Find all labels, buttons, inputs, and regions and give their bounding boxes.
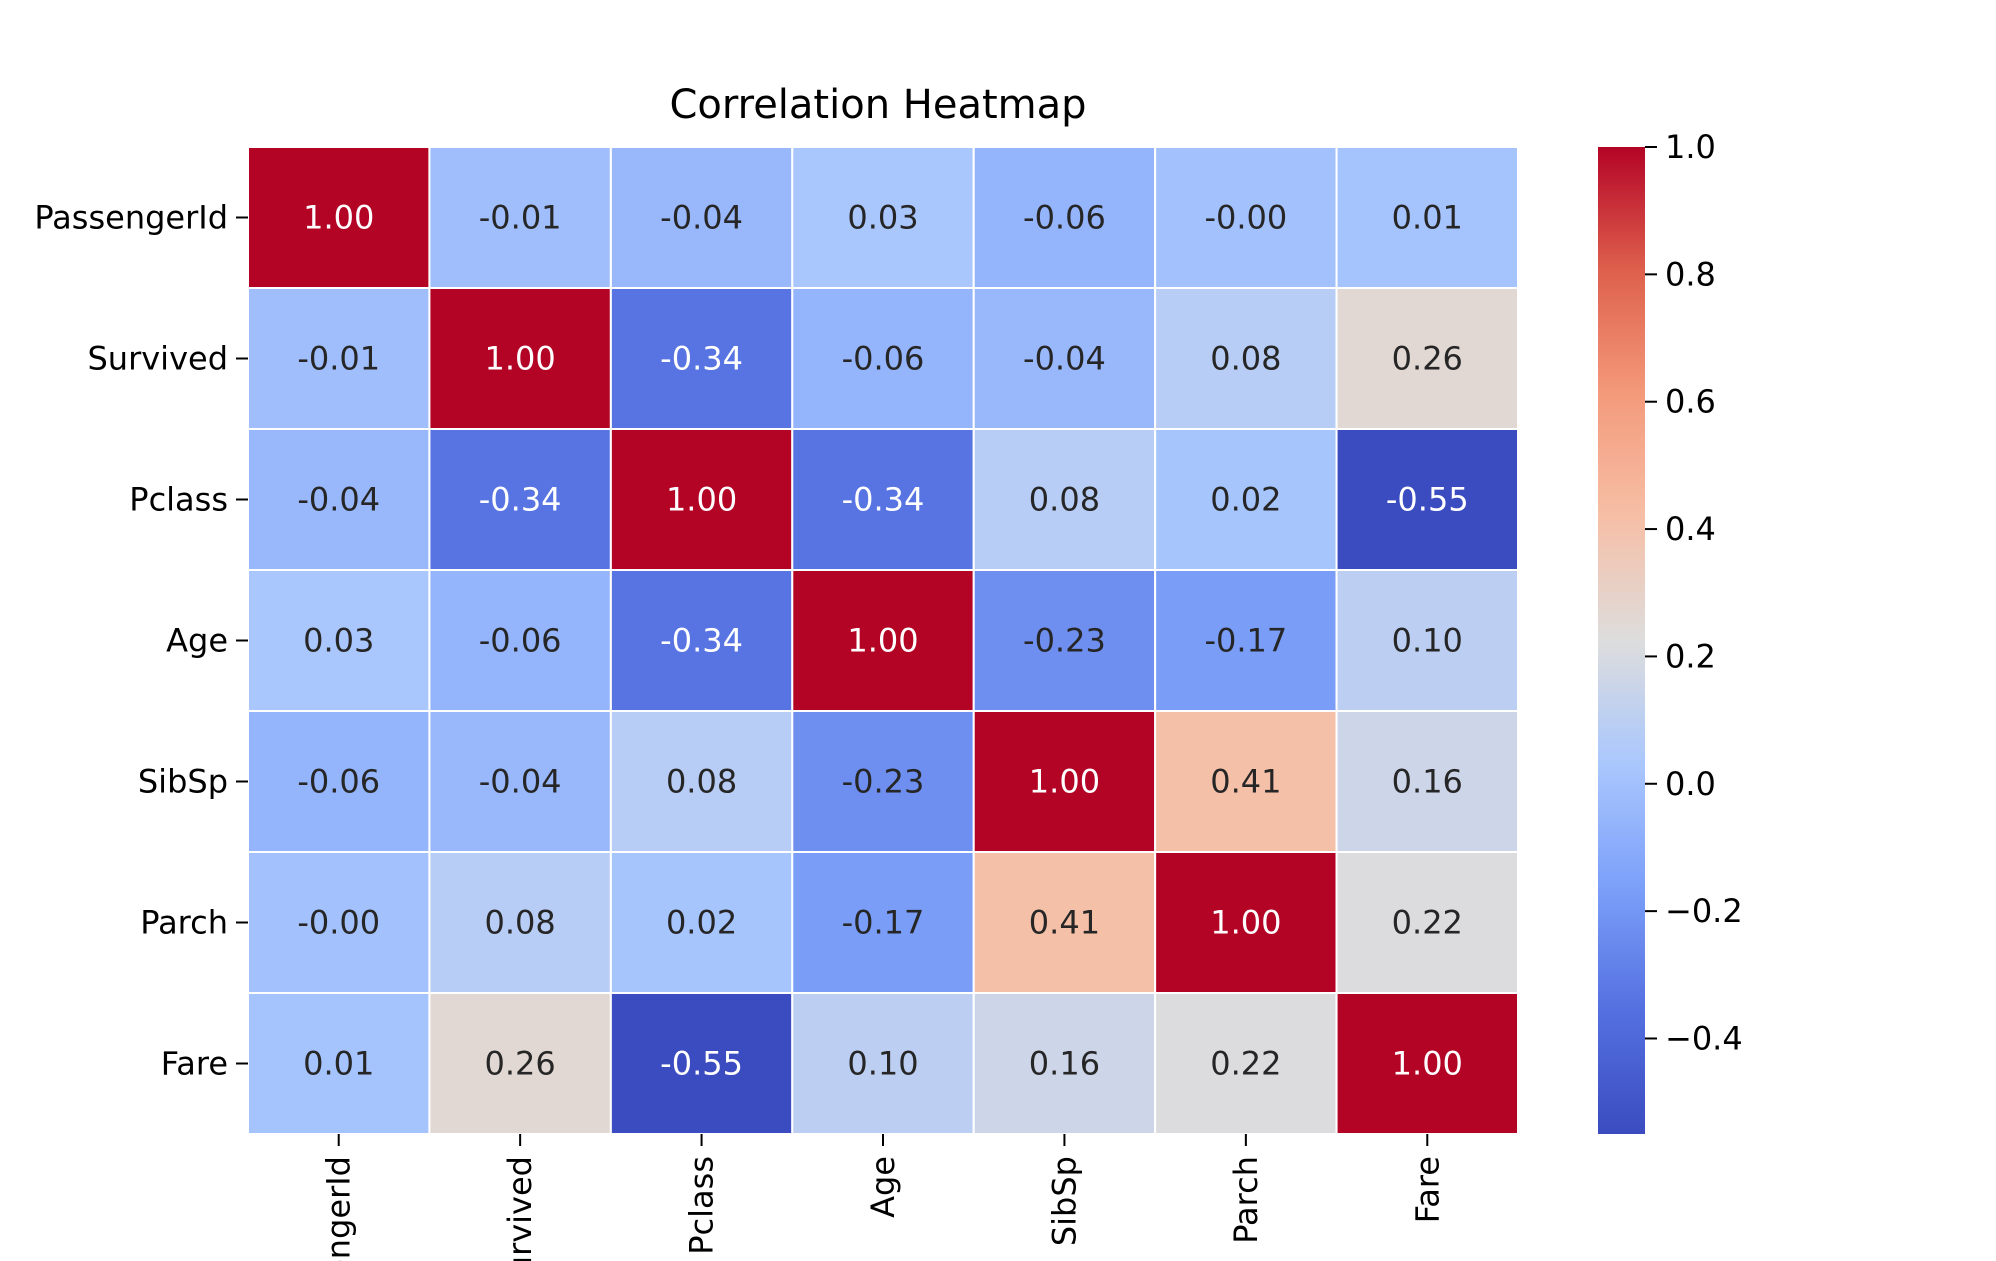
cell-value-label: 0.03 <box>847 199 918 237</box>
x-tick-label: SibSp <box>1045 1156 1083 1246</box>
cell-value-label: -0.34 <box>842 481 925 519</box>
y-tick-label: PassengerId <box>34 199 228 237</box>
cell-value-label: -0.34 <box>479 481 562 519</box>
colorbar-tick-label: 0.0 <box>1665 765 1716 803</box>
cell-value-label: -0.34 <box>660 622 743 660</box>
x-tick-label: Fare <box>1408 1156 1446 1223</box>
cell-value-label: 1.00 <box>1210 904 1281 942</box>
colorbar-tick-label: −0.2 <box>1665 892 1743 930</box>
cell-value-label: 0.01 <box>1392 199 1463 237</box>
cell-value-label: 0.26 <box>1392 340 1463 378</box>
cell-value-label: 0.02 <box>1210 481 1281 519</box>
chart-title: Correlation Heatmap <box>669 82 1086 128</box>
cell-value-label: 0.08 <box>1029 481 1100 519</box>
cell-value-label: -0.06 <box>842 340 925 378</box>
cell-value-label: 0.08 <box>1210 340 1281 378</box>
colorbar-tick-label: 0.8 <box>1665 255 1716 293</box>
colorbar-tick-label: 0.2 <box>1665 637 1716 675</box>
cell-value-label: 1.00 <box>1392 1045 1463 1083</box>
cell-value-label: -0.00 <box>297 904 380 942</box>
y-tick-label: SibSp <box>138 763 228 801</box>
cell-value-label: -0.06 <box>297 763 380 801</box>
y-tick-label: Survived <box>87 340 228 378</box>
x-tick-label: Age <box>864 1156 902 1218</box>
cell-value-label: 1.00 <box>666 481 737 519</box>
cell-value-label: 0.22 <box>1210 1045 1281 1083</box>
cell-value-label: 0.16 <box>1392 763 1463 801</box>
x-tick-label: Pclass <box>683 1156 721 1255</box>
y-tick-label: Age <box>166 622 228 660</box>
cell-value-label: -0.04 <box>660 199 743 237</box>
cell-value-label: -0.34 <box>660 340 743 378</box>
y-tick-label: Parch <box>140 904 228 942</box>
y-axis: PassengerId Survived Pclass Age SibSp Parch Fa… <box>34 199 248 1083</box>
cell-value-label: -0.23 <box>1023 622 1106 660</box>
cell-value-label: 1.00 <box>1029 763 1100 801</box>
cell-value-label: 0.41 <box>1029 904 1100 942</box>
x-tick-label: PassengerId <box>320 1156 358 1261</box>
cell-value-label: 1.00 <box>485 340 556 378</box>
cell-value-label: -0.01 <box>479 199 562 237</box>
x-axis: PassengerId Survived Pclass Age SibSp Parch Fa… <box>320 1134 1447 1261</box>
cell-value-label: 1.00 <box>847 622 918 660</box>
cell-value-label: 1.00 <box>303 199 374 237</box>
colorbar-tick-label: 1.0 <box>1665 128 1716 166</box>
cell-value-label: -0.06 <box>1023 199 1106 237</box>
cell-value-label: 0.10 <box>1392 622 1463 660</box>
cell-value-label: 0.16 <box>1029 1045 1100 1083</box>
x-tick-label: Parch <box>1227 1156 1265 1244</box>
cell-value-label: -0.17 <box>1204 622 1287 660</box>
cell-value-label: -0.55 <box>1386 481 1469 519</box>
cell-value-label: -0.55 <box>660 1045 743 1083</box>
colorbar: 1.0 0.8 0.6 0.4 0.2 0.0 −0.2 −0.4 <box>1598 128 1743 1134</box>
x-tick-label: Survived <box>501 1156 539 1261</box>
cell-value-label: 0.41 <box>1210 763 1281 801</box>
cell-value-label: -0.04 <box>479 763 562 801</box>
colorbar-tick-label: −0.4 <box>1665 1019 1743 1057</box>
y-tick-label: Fare <box>161 1045 228 1083</box>
cell-value-label: -0.06 <box>479 622 562 660</box>
cell-value-label: -0.00 <box>1204 199 1287 237</box>
cell-value-label: 0.10 <box>847 1045 918 1083</box>
cell-value-label: -0.17 <box>842 904 925 942</box>
colorbar-tick-label: 0.4 <box>1665 510 1716 548</box>
cell-value-label: 0.03 <box>303 622 374 660</box>
cell-value-label: 0.26 <box>485 1045 556 1083</box>
cell-value-label: -0.23 <box>842 763 925 801</box>
colorbar-gradient <box>1598 147 1645 1134</box>
cell-value-label: 0.22 <box>1392 904 1463 942</box>
cell-value-label: -0.04 <box>297 481 380 519</box>
cell-value-label: -0.01 <box>297 340 380 378</box>
colorbar-tick-label: 0.6 <box>1665 383 1716 421</box>
cell-value-label: -0.04 <box>1023 340 1106 378</box>
cell-value-label: 0.02 <box>666 904 737 942</box>
cell-value-label: 0.01 <box>303 1045 374 1083</box>
cell-value-label: 0.08 <box>666 763 737 801</box>
y-tick-label: Pclass <box>129 481 228 519</box>
cell-value-label: 0.08 <box>485 904 556 942</box>
